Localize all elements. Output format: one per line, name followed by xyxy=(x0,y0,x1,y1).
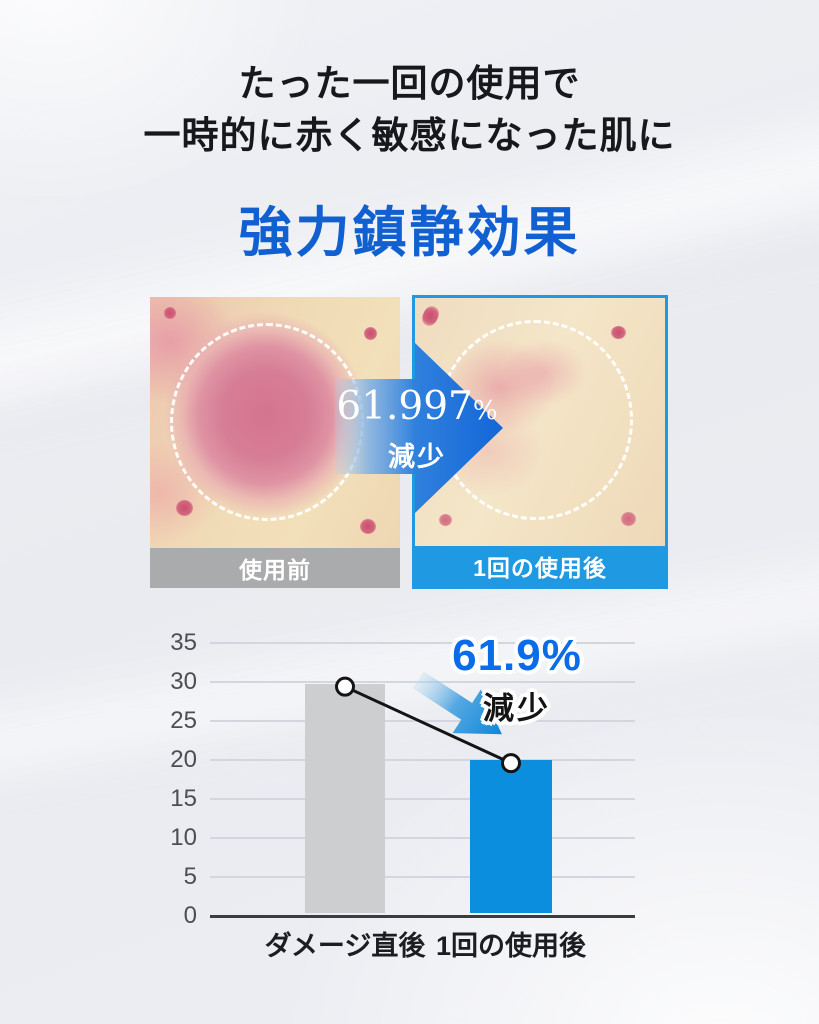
grid-line xyxy=(210,798,635,800)
before-after-comparison: 使用前 1回の使用後 61.997% 減少 xyxy=(150,295,668,593)
after-label: 1回の使用後 xyxy=(415,546,665,586)
title-line-2: 一時的に赤く敏感になった肌に xyxy=(143,115,676,156)
grid-line xyxy=(210,876,635,878)
plot-area: 61.9% 減少 xyxy=(210,631,635,918)
headline-soothing-effect: 強力鎮静効果 xyxy=(238,203,581,263)
redness-bar-chart: 0 5 10 15 20 25 30 35 61.9% 減少 ダメージ直後 1回の使用後 xyxy=(0,620,819,980)
reduction-callout: 61.997% 減少 xyxy=(327,385,507,474)
skin-spot xyxy=(439,514,452,526)
skin-spot xyxy=(611,326,626,339)
bar-damage-immediately-after xyxy=(305,683,385,913)
before-label: 使用前 xyxy=(150,548,400,588)
grid-line xyxy=(210,837,635,839)
skin-spot xyxy=(364,327,377,340)
y-tick-label: 10 xyxy=(170,824,197,851)
y-tick-label: 5 xyxy=(183,863,197,890)
reduction-percent: 61.997% xyxy=(336,384,498,429)
x-label-damage: ダメージ直後 xyxy=(264,931,426,961)
y-tick-label: 15 xyxy=(170,785,197,812)
grid-line xyxy=(210,642,635,644)
y-tick-label: 20 xyxy=(170,746,197,773)
y-tick-label: 30 xyxy=(170,668,197,695)
y-tick-label: 35 xyxy=(170,629,197,656)
skin-spot xyxy=(360,519,376,534)
chart-reduction-percent: 61.9% xyxy=(452,631,582,680)
skin-spot xyxy=(164,307,176,319)
chart-reduction-label: 減少 xyxy=(483,691,551,726)
x-label-after-use: 1回の使用後 xyxy=(435,931,587,961)
grid-line xyxy=(210,759,635,761)
reduction-label: 減少 xyxy=(388,442,446,472)
x-axis-line xyxy=(210,915,635,918)
chart-reduction-callout: 61.9% 減少 xyxy=(407,631,627,728)
y-tick-label: 0 xyxy=(183,902,197,929)
title-line-1: たった一回の使用で xyxy=(238,63,581,104)
bar-after-one-use xyxy=(470,760,552,913)
right-arrow-icon xyxy=(335,341,505,515)
title-block: たった一回の使用で 一時的に赤く敏感になった肌に 強力鎮静効果 xyxy=(0,58,819,267)
y-tick-label: 25 xyxy=(170,707,197,734)
skin-spot xyxy=(419,303,442,329)
skin-spot xyxy=(621,512,636,526)
skin-spot xyxy=(176,500,193,516)
